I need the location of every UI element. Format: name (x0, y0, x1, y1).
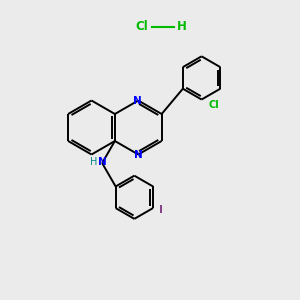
Text: N: N (133, 95, 142, 106)
Text: N: N (98, 157, 106, 166)
Text: I: I (159, 205, 163, 214)
Text: H: H (177, 20, 187, 34)
Text: Cl: Cl (208, 100, 219, 110)
Text: N: N (134, 149, 143, 160)
Text: Cl: Cl (136, 20, 148, 34)
Text: H: H (90, 157, 98, 166)
